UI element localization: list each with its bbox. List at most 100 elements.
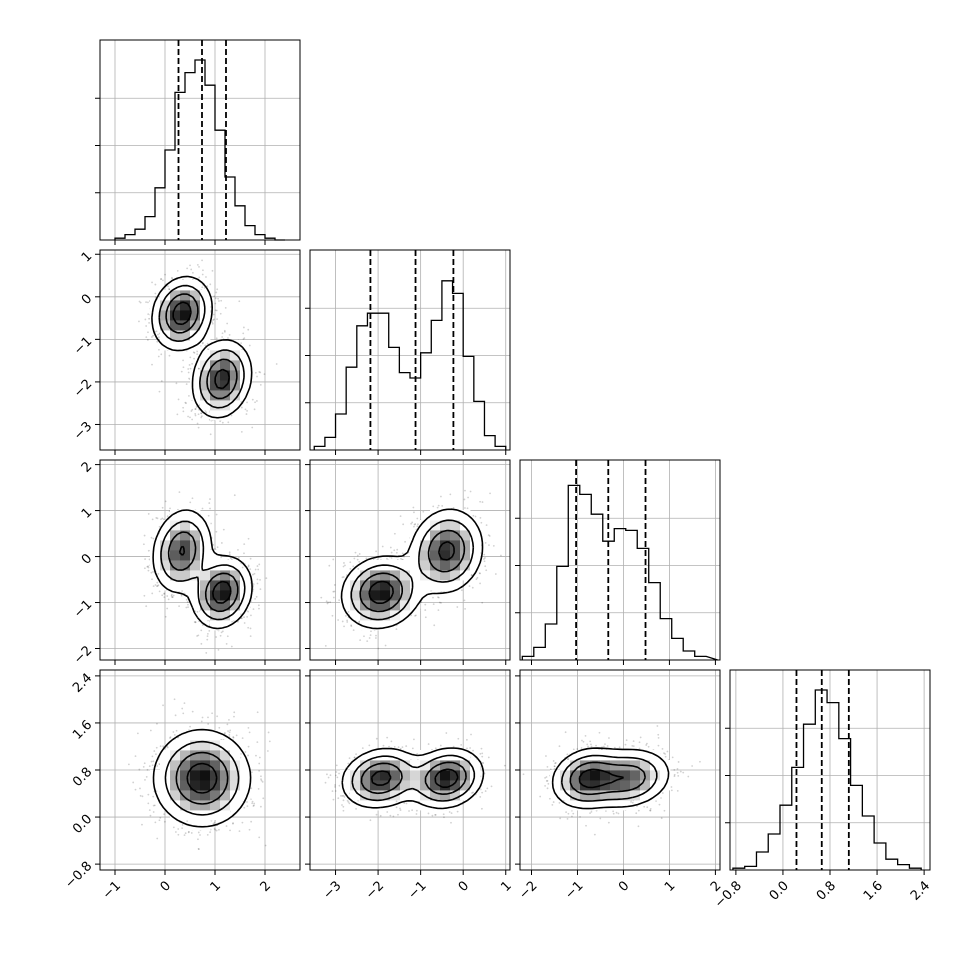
density-cell [230, 400, 241, 411]
sample-point [212, 319, 215, 321]
histogram-line [114, 59, 285, 241]
sample-point [227, 421, 230, 424]
density-cell [160, 290, 171, 301]
density-cell [200, 520, 211, 531]
sample-point [166, 595, 169, 597]
sample-point [213, 821, 216, 824]
density-cell [360, 580, 371, 591]
density-cell [220, 580, 231, 591]
sample-point [186, 601, 189, 603]
sample-point [142, 543, 145, 546]
sample-point [328, 564, 331, 567]
sample-point [275, 363, 278, 365]
sample-point [200, 416, 203, 419]
sample-point [485, 569, 488, 572]
sample-point [170, 276, 173, 279]
sample-point [258, 371, 261, 373]
density-cell [240, 370, 251, 381]
sample-point [488, 544, 490, 547]
density-cell [400, 570, 411, 581]
sample-point [487, 534, 490, 537]
sample-point [178, 491, 181, 493]
density-cell [450, 560, 461, 571]
sample-point [219, 634, 222, 637]
sample-point [211, 269, 214, 272]
sample-point [170, 593, 173, 596]
sample-point [205, 411, 208, 414]
sample-point [413, 525, 415, 528]
density-cell [160, 550, 171, 561]
sample-point [189, 367, 192, 370]
sample-point [164, 615, 167, 618]
sample-point [494, 573, 497, 575]
density-cell [440, 560, 451, 571]
y-tick-label: −1 [71, 334, 95, 358]
density-cell [370, 620, 381, 631]
density-cell [200, 540, 211, 551]
sample-point [158, 336, 160, 339]
density-cell [230, 370, 241, 381]
density-cell [360, 590, 371, 601]
density-cell [420, 560, 431, 571]
sample-point [150, 536, 153, 539]
sample-point [259, 588, 262, 591]
density-cell [190, 300, 201, 311]
density-cell [200, 550, 211, 561]
density-cell [180, 560, 191, 571]
sample-point [375, 634, 377, 637]
sample-point [479, 517, 482, 519]
sample-point [219, 312, 222, 315]
sample-point [352, 565, 355, 568]
density-cell [410, 570, 421, 581]
density-cell [160, 340, 171, 351]
density-cell [200, 350, 211, 361]
sample-point [151, 336, 153, 338]
sample-point [249, 557, 252, 560]
density-cell [470, 520, 481, 531]
sample-point [158, 590, 161, 593]
sample-point [190, 410, 193, 412]
density-cell [190, 380, 201, 391]
sample-point [432, 596, 434, 599]
sample-point [326, 602, 329, 605]
density-cell [220, 390, 231, 401]
sample-point [381, 545, 384, 548]
sample-point [238, 300, 241, 303]
sample-point [171, 277, 174, 280]
sample-point [204, 344, 207, 347]
sample-point [354, 551, 357, 554]
density-cell [180, 540, 191, 551]
density-cell [400, 610, 411, 621]
sample-point [198, 265, 200, 268]
sample-point [386, 557, 388, 560]
sample-point [400, 557, 402, 560]
sample-point [452, 506, 455, 509]
sample-point [193, 351, 196, 354]
density-cell [380, 580, 391, 591]
sample-point [237, 548, 239, 551]
sample-point [436, 506, 439, 509]
sample-point [147, 313, 150, 316]
sample-point [152, 570, 154, 573]
density-cell [240, 390, 251, 401]
density-cell [210, 570, 221, 581]
density-cell [190, 560, 201, 571]
sample-point [253, 408, 256, 411]
sample-point [220, 542, 223, 544]
density-cell [450, 510, 461, 521]
sample-point [207, 348, 209, 350]
histogram-panel-4: −0.8 0.0 0.8 1.6 2.4 [712, 669, 933, 911]
sample-point [433, 624, 436, 627]
sample-point [247, 328, 250, 331]
sample-point [228, 551, 231, 554]
sample-point [259, 383, 262, 386]
histogram-line [521, 484, 718, 661]
density-cell [390, 570, 401, 581]
sample-point [215, 530, 218, 533]
sample-point [259, 371, 262, 374]
sample-point [156, 585, 159, 587]
sample-point [243, 337, 246, 340]
density-cell [450, 570, 461, 581]
sample-point [350, 625, 353, 628]
density-cell [230, 590, 241, 601]
